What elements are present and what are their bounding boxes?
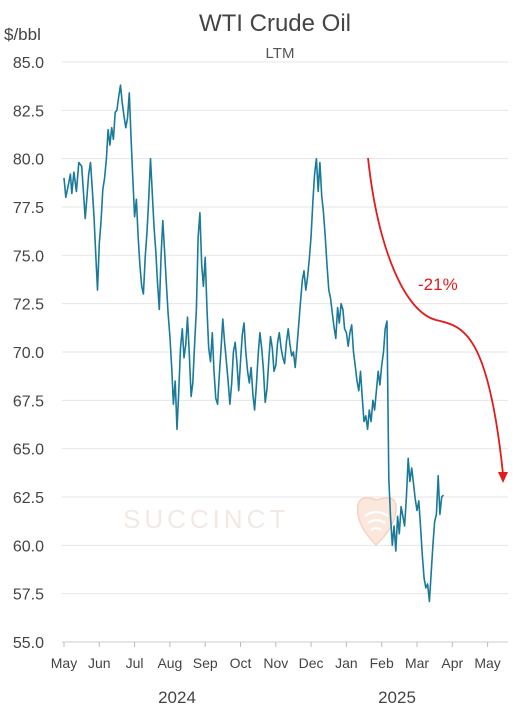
x-axis-ticks: May Jun Jul Aug Sep Oct Nov Dec Jan Feb Mar Apr May [51,642,501,671]
x-tick-label: Sep [193,655,218,671]
x-tick-label: May [51,655,77,671]
y-tick-label: 72.5 [13,297,44,314]
x-tick-label: Feb [370,655,394,671]
watermark: SUCCINCT [123,497,397,547]
y-axis-unit-label: $/bbl [4,25,41,44]
decline-arrow [367,157,504,475]
x-tick-label: Jul [126,655,144,671]
x-tick-label: Dec [299,655,324,671]
arrow-head-icon [498,472,508,483]
y-tick-label: 82.5 [13,103,44,120]
y-tick-label: 70.0 [13,345,44,362]
year-label-2024: 2024 [158,688,196,707]
x-tick-label: Aug [157,655,182,671]
watermark-text: SUCCINCT [123,504,289,534]
y-tick-label: 85.0 [13,55,44,72]
y-tick-label: 62.5 [13,490,44,507]
x-tick-label: Mar [405,655,429,671]
gridlines [62,61,508,595]
y-tick-label: 75.0 [13,248,44,265]
chart-title: WTI Crude Oil [199,10,351,37]
series-line [63,84,445,603]
x-tick-label: Jan [335,655,358,671]
year-label-2025: 2025 [378,688,416,707]
chart-subtitle: LTM [266,45,295,62]
y-tick-label: 77.5 [13,200,44,217]
shield-logo-icon [356,497,397,547]
x-tick-label: Jun [88,655,111,671]
decline-annotation: -21% [418,275,458,294]
x-tick-label: Apr [441,655,463,671]
y-tick-label: 60.0 [13,538,44,555]
y-tick-label: 65.0 [13,442,44,459]
y-axis-ticks: 85.0 82.5 80.0 77.5 75.0 72.5 70.0 67.5 65.0 62.5… [13,55,44,652]
x-tick-label: Nov [263,655,288,671]
x-tick-label: Oct [230,655,252,671]
y-tick-label: 80.0 [13,152,44,169]
x-tick-label: May [474,655,500,671]
y-tick-label: 67.5 [13,393,44,410]
y-tick-label: 55.0 [13,635,44,652]
y-tick-label: 57.5 [13,587,44,604]
